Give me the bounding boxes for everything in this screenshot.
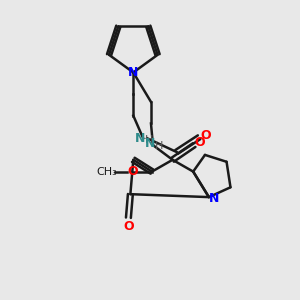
Text: O: O (201, 129, 211, 142)
Text: H: H (145, 135, 153, 145)
Text: N: N (145, 136, 155, 150)
Text: O: O (123, 220, 134, 233)
Text: N: N (135, 132, 146, 145)
Text: N: N (208, 192, 219, 205)
Text: O: O (127, 165, 138, 178)
Text: N: N (128, 66, 139, 79)
Text: O: O (195, 136, 206, 148)
Text: CH₃: CH₃ (96, 167, 117, 177)
Text: H: H (154, 141, 163, 151)
